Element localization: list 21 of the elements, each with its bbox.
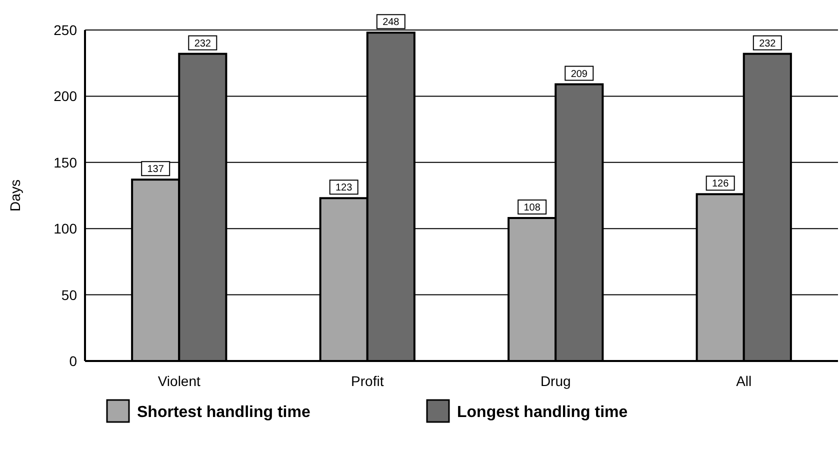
y-tick-label: 100 [54,220,78,237]
data-label: 232 [194,38,212,50]
y-tick-label: 200 [54,88,78,104]
data-label: 232 [759,38,776,50]
y-tick-label: 0 [69,353,78,369]
y-tick-label: 150 [54,154,78,170]
legend-label: Shortest handling time [137,404,310,421]
x-tick-label: Violent [158,373,201,389]
data-label: 123 [336,182,353,194]
x-tick-label: Drug [540,373,571,389]
data-label: 126 [712,178,730,190]
y-axis-title: Days [7,180,23,212]
data-label: 248 [382,17,400,28]
y-tick-label: 250 [54,22,78,38]
x-tick-label: All [736,373,752,389]
data-label: 209 [570,68,588,80]
x-tick-label: Profit [351,373,384,389]
data-label: 137 [147,164,164,176]
y-tick-label: 50 [61,286,78,303]
legend-label: Longest handling time [457,404,628,421]
data-label: 108 [524,202,541,214]
